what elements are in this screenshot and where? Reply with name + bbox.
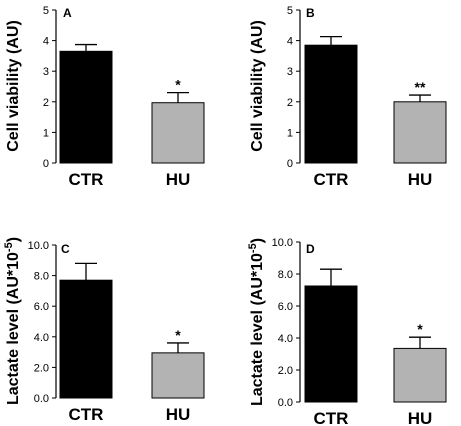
bar-hu [151,102,205,164]
y-tick-label: 5 [287,5,293,17]
y-tick-label: 0.0 [278,397,293,409]
x-category-label: CTR [69,405,104,424]
x-category-label: CTR [314,170,349,189]
y-tick-label: 8.0 [34,271,49,283]
panel-a: 0 1 2 3 4 5 CTR * HU A Cell viability (AU) [5,5,205,189]
panel-d: 0.0 2.0 4.0 6.0 8.0 10.0 CTR * HU D Lactate level … [247,237,447,426]
y-tick-label: 2 [43,97,49,109]
y-axis-label-text: Lactate level (AU*10 [5,252,22,405]
y-tick-label: 4 [287,36,293,48]
y-tick-label: 10.0 [272,237,293,249]
y-tick-label: 0 [287,158,293,170]
y-axis-label-text: Cell viability (AU) [249,20,266,152]
y-tick-label: 5 [43,5,49,17]
significance-marker: ** [415,79,426,95]
bar-hu [393,101,447,164]
y-tick-label: 4.0 [34,332,49,344]
y-tick-label: 0 [43,158,49,170]
panel-b: 0 1 2 3 4 5 CTR ** HU B Cell viability (AU) [249,5,447,189]
y-tick-label: 2.0 [278,365,293,377]
panel-letter: B [306,6,315,20]
significance-marker: * [175,327,181,343]
y-axis-label: Lactate level (AU*10-5) [3,237,22,405]
y-tick-label: 2 [287,97,293,109]
x-category-label: HU [408,409,433,426]
bar-ctr [304,285,358,403]
y-axis-label-text: Cell viability (AU) [5,20,22,152]
y-tick-label: 3 [287,66,293,78]
significance-marker: * [417,321,423,337]
y-tick-label: 6.0 [34,301,49,313]
panel-letter: C [61,242,70,256]
y-tick-label: 2.0 [34,362,49,374]
panel-c: 0.0 2.0 4.0 6.0 8.0 10.0 CTR * HU C Lactate level … [3,237,205,424]
y-axis-label-close: ) [5,237,22,242]
y-axis-label-superscript: -5 [247,243,259,253]
x-category-label: HU [408,170,433,189]
y-axis-label: Cell viability (AU) [249,20,266,152]
bar-hu [151,352,205,399]
bar-ctr [59,279,113,399]
y-tick-label: 10.0 [28,240,49,252]
y-tick-label: 0.0 [34,393,49,405]
y-axis-label: Cell viability (AU) [5,20,22,152]
bar-ctr [304,44,358,164]
bar-hu [393,347,447,403]
x-category-label: HU [166,170,191,189]
panel-letter: D [306,242,315,256]
y-axis-label-close: ) [249,238,266,243]
y-tick-label: 3 [43,66,49,78]
bar-ctr [59,50,113,164]
significance-marker: * [175,77,181,93]
y-tick-label: 1 [287,127,293,139]
y-axis-label-superscript: -5 [3,242,15,252]
x-category-label: HU [166,405,191,424]
y-tick-label: 4 [43,36,49,48]
y-tick-label: 8.0 [278,269,293,281]
y-tick-label: 1 [43,127,49,139]
y-axis-label-text: Lactate level (AU*10 [249,253,266,406]
y-axis-label: Lactate level (AU*10-5) [247,238,266,406]
x-category-label: CTR [314,409,349,426]
x-category-label: CTR [69,170,104,189]
y-tick-label: 4.0 [278,333,293,345]
panel-letter: A [63,6,72,20]
y-tick-label: 6.0 [278,301,293,313]
